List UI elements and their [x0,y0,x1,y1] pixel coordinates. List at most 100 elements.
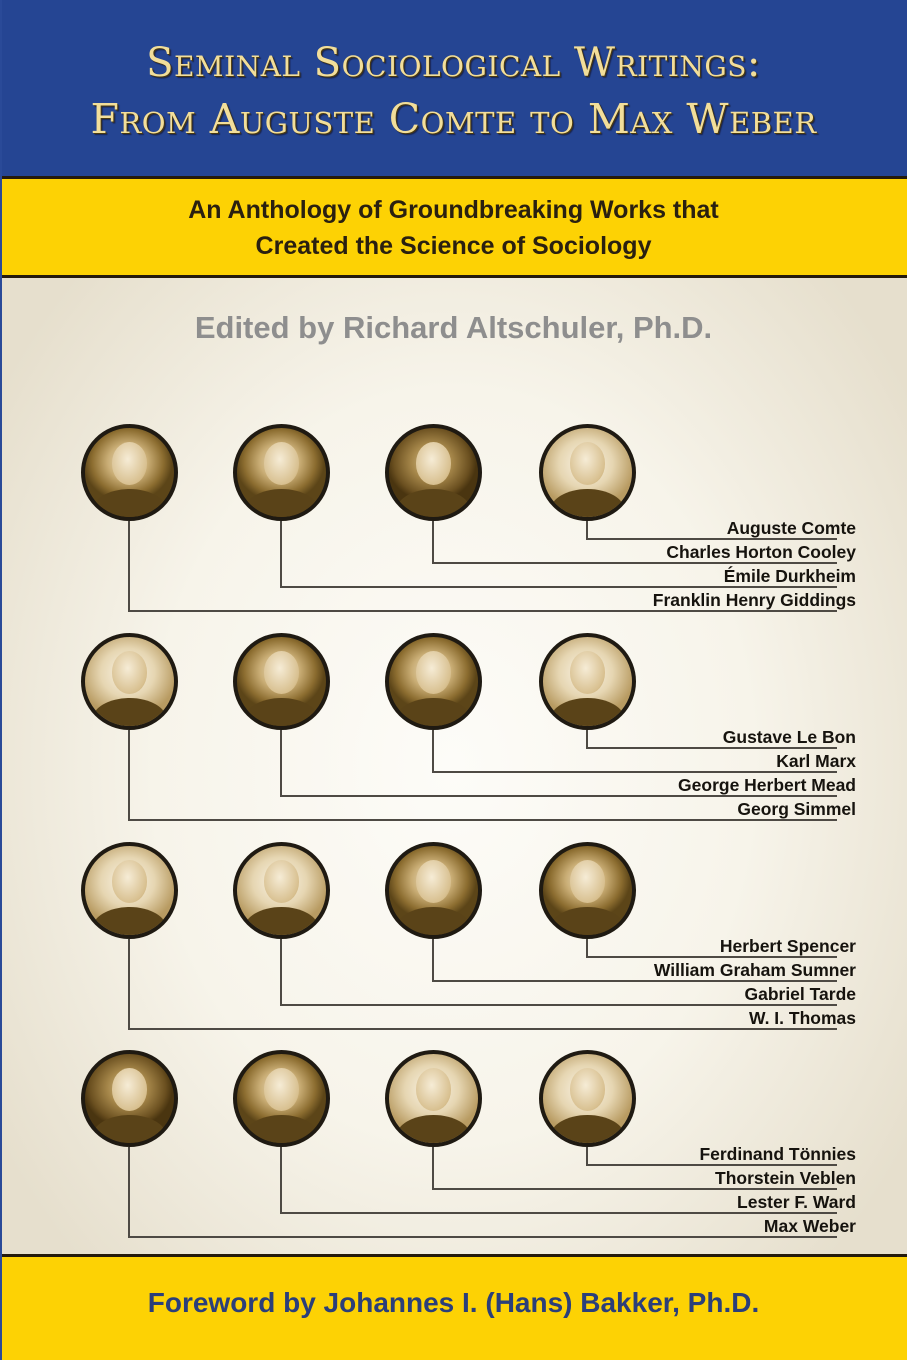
editor-credit: Edited by Richard Altschuler, Ph.D. [194,310,713,345]
connector-line [432,939,434,980]
connector-line [128,1028,838,1030]
portrait-shoulders [92,1114,167,1143]
connector-line [586,521,588,538]
portrait-shoulders [92,697,167,726]
portrait-face [415,860,452,903]
portrait-face [569,860,606,903]
portrait-face [263,651,300,694]
connector-line [432,521,434,562]
connector-line [280,730,282,795]
sociologist-name: Max Weber [763,1216,856,1236]
portrait-tonnies [539,1050,636,1147]
portrait-giddings [81,424,178,521]
portrait-face [415,1068,452,1111]
portrait-face [111,1068,148,1111]
foreword-credit: Foreword by Johannes I. (Hans) Bakker, P… [147,1287,760,1318]
portrait-spencer [539,842,636,939]
portrait-mead [233,633,330,730]
portrait-face [111,651,148,694]
portrait-face [415,442,452,485]
divider-rule [0,1254,907,1257]
connector-line [280,1147,282,1212]
portrait-shoulders [396,488,471,517]
portrait-shoulders [396,906,471,935]
sociologist-name: Franklin Henry Giddings [652,590,856,610]
portrait-comte [539,424,636,521]
sociologist-name: Ferdinand Tönnies [699,1144,856,1164]
connector-line [128,1236,838,1238]
portrait-shoulders [550,906,625,935]
portrait-shoulders [92,906,167,935]
connector-line [432,980,838,982]
portrait-face [569,1068,606,1111]
portrait-shoulders [396,1114,471,1143]
portrait-face [263,860,300,903]
portrait-shoulders [92,488,167,517]
portrait-durkheim [233,424,330,521]
portrait-shoulders [550,488,625,517]
sociologist-name: Herbert Spencer [719,936,856,956]
divider-rule [0,176,907,179]
connector-line [586,538,838,540]
sociologist-name: Lester F. Ward [737,1192,856,1212]
subtitle-band [0,179,907,275]
book-title-line-2: From Auguste Comte to Max Weber [90,95,817,143]
book-title-line-1: Seminal Sociological Writings: [146,40,761,86]
connector-line [128,521,130,610]
connector-line [280,1212,838,1214]
connector-line [280,795,838,797]
portrait-shoulders [244,488,319,517]
sociologist-name: William Graham Sumner [653,960,856,980]
sociologist-name: Émile Durkheim [723,566,856,586]
connector-line [432,730,434,771]
connector-line [586,1164,838,1166]
sociologist-name: Karl Marx [776,751,856,771]
portrait-thomas [81,842,178,939]
connector-line [280,521,282,586]
sociologist-name: Thorstein Veblen [715,1168,856,1188]
portrait-marx [385,633,482,730]
connector-line [128,819,838,821]
connector-line [586,730,588,747]
connector-line [280,586,838,588]
portrait-face [263,1068,300,1111]
portrait-shoulders [244,697,319,726]
connector-line [280,939,282,1004]
subtitle-line-2: Created the Science of Sociology [255,232,652,260]
connector-line [128,730,130,819]
portrait-cooley [385,424,482,521]
portrait-le-bon [539,633,636,730]
sociologist-name: Auguste Comte [726,518,856,538]
divider-rule [0,275,907,278]
portrait-tarde [233,842,330,939]
portrait-veblen [385,1050,482,1147]
portrait-face [111,442,148,485]
connector-line [128,1147,130,1236]
sociologist-name: Gabriel Tarde [744,984,856,1004]
subtitle-line-1: An Anthology of Groundbreaking Works tha… [188,196,719,224]
portrait-face [569,442,606,485]
portrait-simmel [81,633,178,730]
portrait-shoulders [550,1114,625,1143]
sociologist-name: Charles Horton Cooley [666,542,856,562]
portrait-face [111,860,148,903]
left-border [0,0,2,1360]
sociologist-name: George Herbert Mead [678,775,856,795]
portrait-sumner [385,842,482,939]
connector-line [586,956,838,958]
connector-line [128,939,130,1028]
portrait-ward [233,1050,330,1147]
sociologist-name: Georg Simmel [737,799,856,819]
portrait-weber [81,1050,178,1147]
connector-line [280,1004,838,1006]
connector-line [432,1147,434,1188]
connector-line [586,939,588,956]
portrait-face [263,442,300,485]
portrait-shoulders [550,697,625,726]
connector-line [432,771,838,773]
portrait-shoulders [244,1114,319,1143]
connector-line [128,610,838,612]
portrait-shoulders [396,697,471,726]
sociologist-name: Gustave Le Bon [722,727,856,747]
